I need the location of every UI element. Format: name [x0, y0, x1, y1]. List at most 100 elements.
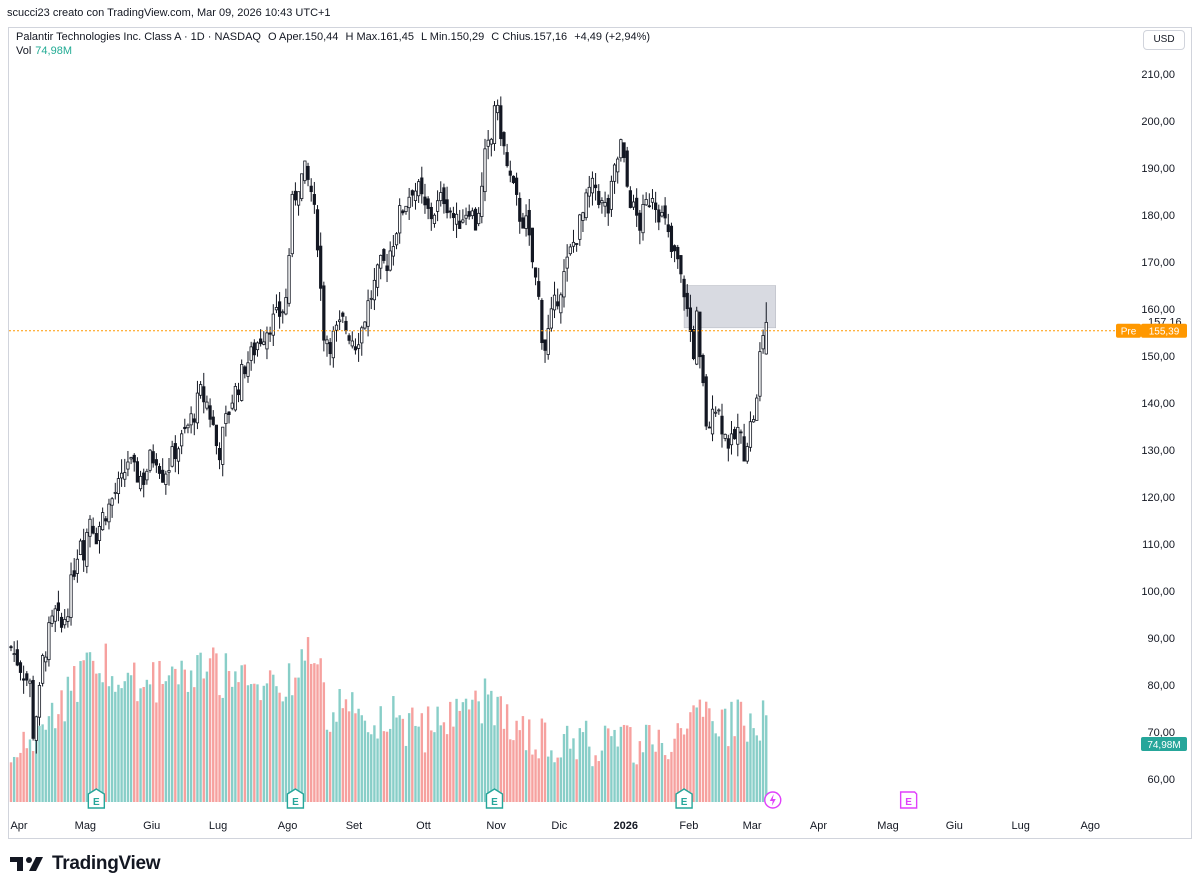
- currency-button[interactable]: USD: [1143, 30, 1185, 50]
- volume-bar: [208, 658, 212, 802]
- candle: [28, 678, 32, 698]
- volume-bar: [360, 715, 363, 802]
- volume-bar: [439, 725, 442, 802]
- volume-bar: [227, 671, 231, 802]
- candle: [755, 394, 759, 421]
- tradingview-logo[interactable]: TradingView: [10, 853, 161, 875]
- candle: [56, 590, 61, 622]
- volume-bar: [69, 690, 73, 802]
- volume-bar: [170, 666, 174, 802]
- candle: [616, 156, 620, 184]
- volume-bar: [565, 725, 569, 802]
- candle: [470, 207, 474, 220]
- candle: [464, 207, 468, 226]
- volume-bar: [148, 684, 152, 802]
- candle: [502, 131, 506, 155]
- svg-text:74,98M: 74,98M: [1147, 740, 1180, 751]
- volume-bar: [420, 713, 423, 802]
- x-tick-label: Ago: [278, 820, 298, 832]
- volume-bar: [91, 660, 95, 802]
- volume-bar: [584, 720, 588, 802]
- candle: [287, 248, 291, 307]
- candle: [183, 418, 187, 434]
- candle: [663, 197, 667, 225]
- volume-bar: [742, 725, 746, 802]
- candle: [483, 138, 487, 202]
- volume-bar: [152, 662, 155, 802]
- candle: [404, 205, 408, 215]
- candle: [161, 458, 165, 483]
- y-tick-label: 140,00: [1141, 398, 1175, 410]
- earnings-icon[interactable]: E: [485, 788, 504, 809]
- volume-bar: [603, 725, 607, 802]
- volume-bar: [25, 748, 28, 802]
- candle: [233, 382, 237, 412]
- volume-bar: [686, 728, 689, 802]
- volume-bar: [19, 752, 22, 802]
- candle: [189, 406, 193, 434]
- volume-bar: [221, 697, 224, 802]
- candle: [88, 515, 92, 548]
- volume-bar: [186, 691, 190, 802]
- chart-frame: [8, 27, 1192, 839]
- attribution-text: scucci23 creato con TradingView.com, Mar…: [7, 7, 331, 19]
- candle: [401, 209, 405, 216]
- volume-bar: [641, 752, 645, 802]
- volume-bar: [322, 682, 326, 802]
- candle: [63, 609, 67, 629]
- price-axis[interactable]: 210,00 200,00 190,00 180,00 170,00 160,00 150,…: [1141, 69, 1175, 786]
- volume-bar: [458, 710, 461, 802]
- volume-bar: [442, 722, 446, 802]
- candle: [612, 163, 617, 194]
- candle: [113, 482, 117, 500]
- volume-bar: [622, 724, 626, 802]
- volume-bar: [47, 716, 51, 802]
- candle: [398, 198, 402, 244]
- volume-bar: [155, 702, 158, 802]
- volume-bar: [449, 701, 452, 802]
- candle: [243, 365, 247, 379]
- volume-bar: [461, 702, 465, 802]
- candle: [306, 162, 310, 187]
- candle: [37, 682, 42, 726]
- volume-bar: [180, 660, 183, 802]
- volume-bar: [714, 733, 717, 802]
- time-axis[interactable]: Apr Mag Giu Lug Ago Set Ott Nov Dic 2026 Feb Mar Apr…: [10, 820, 1100, 832]
- candle: [322, 281, 326, 352]
- earnings-icon[interactable]: E: [286, 788, 305, 809]
- volume-bar: [765, 715, 768, 802]
- candle: [66, 608, 70, 628]
- candle: [707, 421, 711, 429]
- volume-bar: [202, 678, 205, 802]
- candle: [230, 394, 234, 411]
- x-tick-label: Nov: [486, 820, 506, 832]
- candle: [246, 351, 250, 383]
- candle: [717, 408, 721, 415]
- volume-bar: [651, 744, 654, 802]
- candle: [309, 178, 313, 202]
- symbol-name[interactable]: Palantir Technologies Inc. Class A · 1D …: [16, 31, 261, 43]
- candle: [334, 320, 339, 342]
- candle: [224, 405, 228, 437]
- close-value: Chius.157,16: [502, 31, 568, 43]
- volume-bar: [218, 695, 221, 802]
- earnings-icon[interactable]: E: [87, 788, 106, 809]
- candle: [666, 213, 670, 238]
- volume-bar: [629, 727, 632, 802]
- candle: [227, 411, 231, 424]
- earnings-icon[interactable]: E: [675, 788, 693, 809]
- candle: [546, 314, 550, 360]
- volume-bar: [183, 669, 186, 802]
- candle: [467, 204, 471, 220]
- dividend-bolt-icon[interactable]: [764, 791, 782, 809]
- volume-bar: [499, 696, 502, 802]
- volume-bar: [632, 762, 635, 802]
- volume-bar: [389, 728, 392, 802]
- candle: [303, 160, 307, 184]
- volume-bar: [695, 707, 698, 802]
- candle: [594, 173, 598, 201]
- upcoming-earnings-icon[interactable]: E: [899, 791, 918, 809]
- candle: [271, 304, 275, 347]
- volume-bar: [575, 759, 578, 802]
